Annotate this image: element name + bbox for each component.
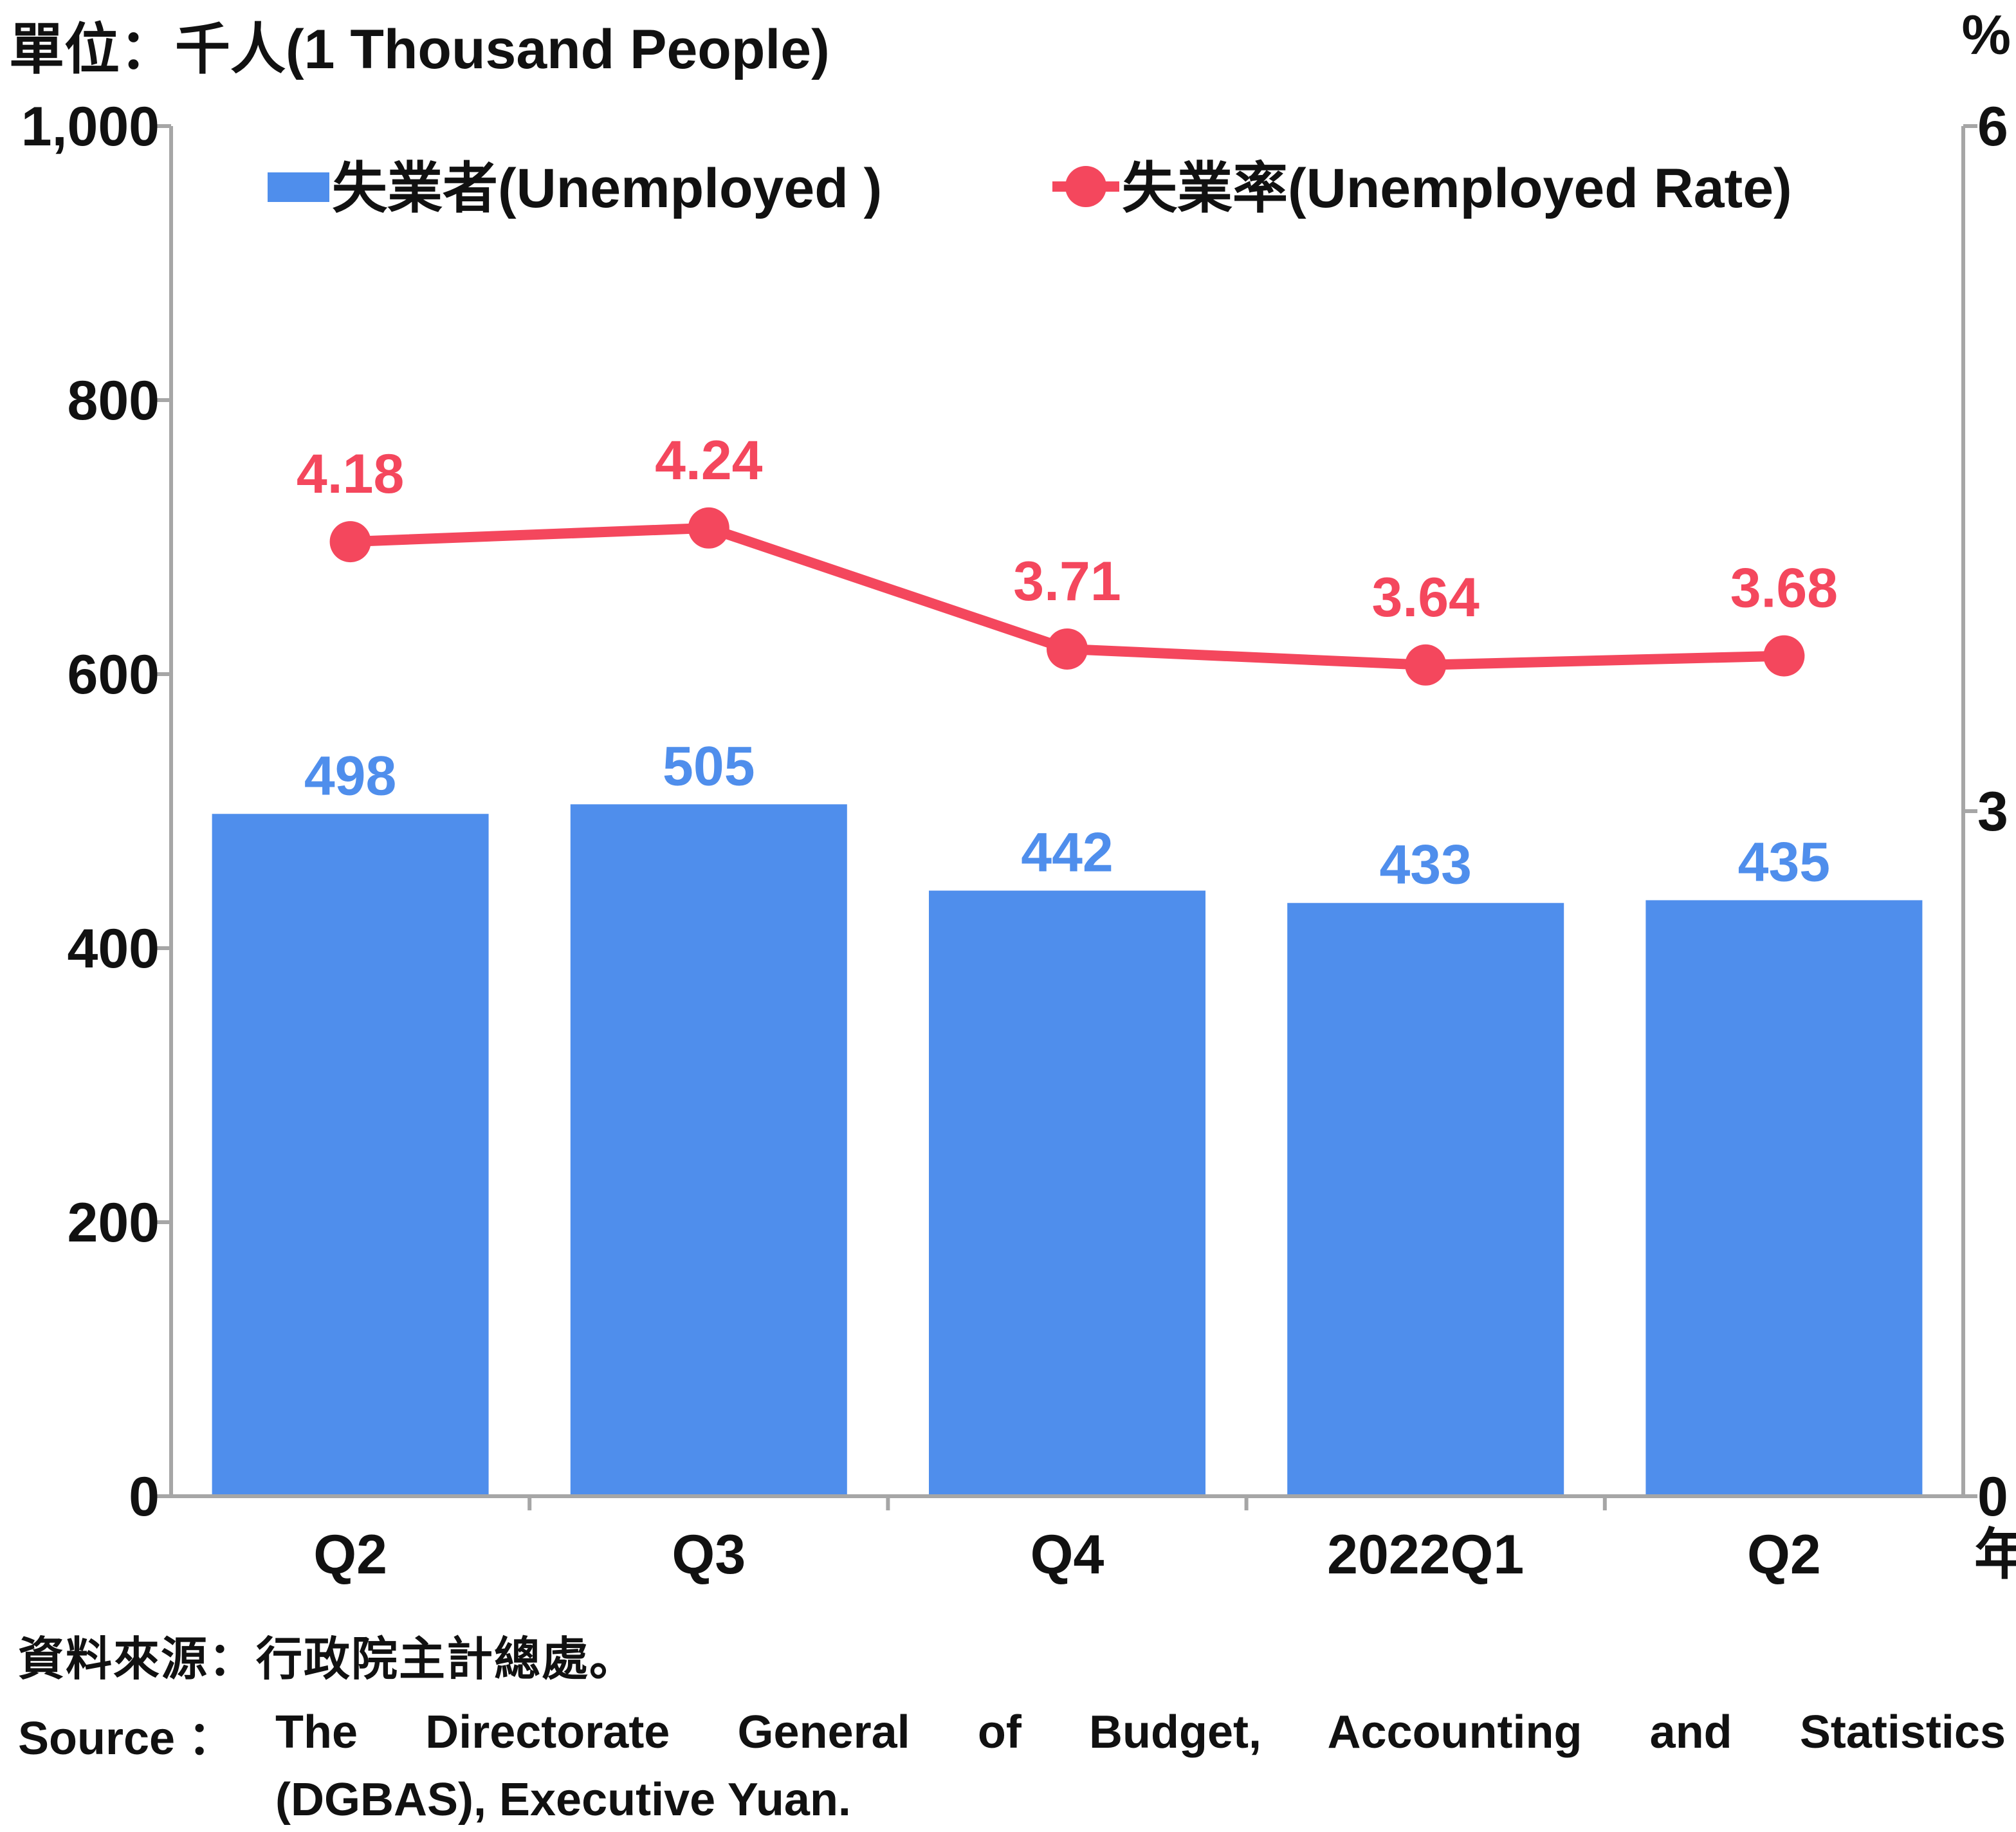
left-axis-unit-title: 單位：千人(1 Thousand People) xyxy=(9,19,830,80)
x-axis-tick-label: Q3 xyxy=(672,1524,746,1586)
left-axis-tick-label: 400 xyxy=(68,918,160,980)
bar-unemployed xyxy=(570,804,847,1496)
bar-value-label: 433 xyxy=(1379,834,1472,896)
line-point-unemployed-rate xyxy=(1405,644,1447,686)
line-point-unemployed-rate xyxy=(1763,635,1805,677)
source-en-label: Source ： xyxy=(18,1713,235,1764)
source-note: 資料來源：行政院主計總處。 Source ： The Directorate G… xyxy=(18,1621,2006,1832)
line-point-unemployed-rate xyxy=(688,507,729,549)
left-axis-tick-label: 600 xyxy=(68,644,160,706)
source-zh: 資料來源：行政院主計總處。 xyxy=(18,1634,637,1685)
bar-value-label: 505 xyxy=(663,735,755,797)
x-axis-tick-label: Q2 xyxy=(313,1524,387,1586)
x-axis-year-suffix: 年 xyxy=(1974,1524,2016,1586)
left-axis-tick-label: 800 xyxy=(68,370,160,432)
x-axis-tick-label: Q2 xyxy=(1747,1524,1821,1586)
x-axis-tick-label: 2022Q1 xyxy=(1327,1524,1524,1586)
line-value-label: 4.18 xyxy=(297,443,404,505)
legend-marker-unemployed-rate xyxy=(1065,166,1106,207)
right-axis-tick-label: 6 xyxy=(1977,96,2008,158)
bar-value-label: 435 xyxy=(1738,831,1831,893)
left-axis-tick-label: 200 xyxy=(68,1192,160,1254)
bar-unemployed xyxy=(929,890,1205,1496)
x-axis-tick-label: Q4 xyxy=(1031,1524,1104,1586)
source-en-line1: The Directorate General of Budget, Accou… xyxy=(275,1707,2006,1758)
left-axis-tick-label: 0 xyxy=(129,1466,160,1528)
right-axis-tick-label: 0 xyxy=(1977,1466,2008,1528)
bar-value-label: 442 xyxy=(1021,822,1113,884)
line-point-unemployed-rate xyxy=(329,521,371,563)
legend-label-unemployed: 失業者(Unemployed ) xyxy=(332,158,882,219)
line-value-label: 4.24 xyxy=(655,430,763,491)
right-axis-unit-title: % xyxy=(1961,5,2011,66)
line-point-unemployed-rate xyxy=(1047,628,1088,670)
line-value-label: 3.64 xyxy=(1372,567,1480,628)
legend-swatch-unemployed xyxy=(268,172,329,202)
source-en-line2: (DGBAS), Executive Yuan. xyxy=(275,1774,851,1826)
bar-unemployed xyxy=(212,814,489,1496)
bar-unemployed xyxy=(1287,902,1564,1496)
legend-label-unemployed-rate: 失業率(Unemployed Rate) xyxy=(1122,158,1792,219)
bar-value-label: 498 xyxy=(304,745,397,807)
line-value-label: 3.68 xyxy=(1730,558,1838,619)
left-axis-tick-label: 1,000 xyxy=(21,96,160,158)
combo-chart: 498 505 442 433 435 0 200 400 600 800 1,000 0 3 6 Q2 Q3… xyxy=(21,96,2016,1586)
right-axis-tick-label: 3 xyxy=(1977,781,2008,843)
line-value-label: 3.71 xyxy=(1013,551,1121,612)
bar-unemployed xyxy=(1645,900,1923,1496)
